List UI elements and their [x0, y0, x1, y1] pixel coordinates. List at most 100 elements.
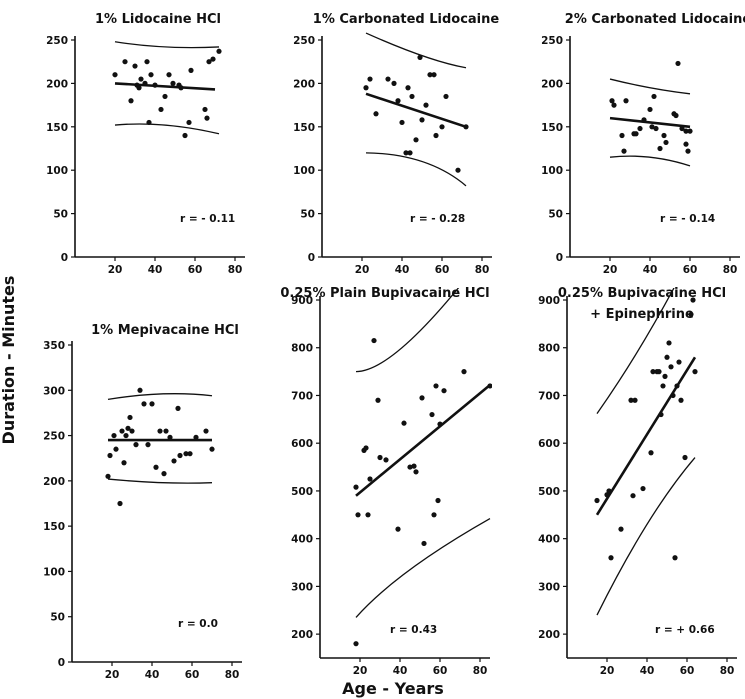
data-point: [133, 442, 139, 448]
data-point: [419, 117, 425, 123]
panel-1: 1% Lidocaine HCl 0 50 100 150 200 250 20 40 60 80 r…: [46, 12, 245, 276]
data-point: [132, 63, 138, 69]
data-point: [656, 369, 662, 375]
data-point: [405, 85, 411, 91]
data-point: [637, 125, 643, 132]
y-tick-label: 100: [541, 165, 563, 177]
panel-5: 0.25% Plain Bupivacaine HCl 200 300 400 500 6…: [280, 286, 492, 677]
x-tick-label: 60: [185, 669, 200, 681]
data-point: [433, 383, 439, 389]
y-tick-label: 0: [556, 252, 563, 264]
data-point: [166, 72, 172, 78]
data-point: [203, 428, 209, 434]
data-point: [682, 454, 688, 461]
upper-confidence-curve: [107, 393, 213, 400]
data-point: [688, 311, 694, 317]
data-point: [668, 364, 674, 370]
data-point: [632, 397, 638, 403]
y-tick-label: 150: [293, 122, 315, 134]
data-point: [377, 454, 383, 461]
y-tick-label: 400: [538, 534, 560, 546]
panel-2: 1% Carbonated Lidocaine 0 50 100 150 200 250 20…: [293, 12, 499, 276]
y-tick-label: 50: [50, 612, 65, 624]
data-point: [129, 428, 135, 434]
data-point: [167, 434, 173, 440]
data-point: [128, 98, 134, 104]
x-tick-label: 40: [145, 669, 160, 681]
regression-line: [114, 82, 216, 91]
data-point: [611, 102, 617, 108]
data-point: [121, 460, 127, 466]
lower-confidence-curve: [365, 152, 467, 187]
data-point: [153, 464, 159, 470]
x-tick-label: 60: [188, 264, 203, 276]
y-tick-label: 500: [538, 486, 560, 498]
lower-confidence-curve: [596, 457, 696, 616]
data-point: [193, 434, 199, 440]
data-point: [427, 72, 433, 78]
data-point: [664, 354, 670, 360]
y-tick-label: 200: [291, 629, 313, 641]
lower-confidence-curve: [107, 478, 213, 484]
data-point: [175, 405, 181, 411]
data-point: [683, 128, 689, 134]
upper-confidence-curve: [114, 41, 220, 49]
y-tick-label: 500: [291, 486, 313, 498]
data-point: [177, 452, 183, 459]
data-point: [136, 85, 142, 91]
data-point: [170, 80, 176, 86]
data-point: [119, 428, 125, 434]
data-point: [660, 383, 666, 389]
plot-area: [105, 387, 215, 507]
data-point: [443, 93, 449, 100]
data-point: [403, 150, 409, 156]
data-point: [431, 512, 437, 518]
data-point: [409, 93, 415, 100]
y-tick-label: 0: [308, 252, 315, 264]
data-point: [385, 76, 391, 82]
data-point: [463, 124, 469, 130]
data-point: [353, 641, 359, 647]
data-point: [395, 526, 401, 532]
y-tick-label: 300: [43, 385, 65, 397]
data-point: [685, 148, 691, 154]
x-tick-label: 60: [680, 665, 695, 677]
data-point: [487, 383, 492, 389]
data-point: [670, 392, 676, 399]
data-point: [146, 119, 152, 126]
y-tick-label: 700: [538, 390, 560, 402]
data-point: [373, 111, 379, 117]
upper-confidence-curve: [596, 288, 675, 414]
data-point: [142, 80, 148, 86]
data-point: [202, 106, 208, 113]
y-tick-label: 250: [293, 35, 315, 47]
y-tick-label: 350: [43, 340, 65, 352]
y-tick-label: 800: [291, 343, 313, 355]
data-point: [401, 420, 407, 426]
data-point: [383, 457, 389, 463]
x-tick-label: 40: [643, 264, 658, 276]
data-point: [182, 132, 188, 139]
data-point: [663, 139, 669, 146]
data-point: [609, 98, 615, 104]
data-point: [365, 512, 371, 518]
x-tick-label: 40: [148, 264, 163, 276]
regression-line: [355, 383, 491, 497]
y-tick-label: 250: [46, 35, 68, 47]
x-tick-label: 20: [108, 264, 123, 276]
data-point: [407, 464, 413, 470]
data-point: [148, 72, 154, 78]
regression-line: [609, 116, 691, 129]
data-point: [608, 555, 614, 561]
y-tick-label: 300: [291, 581, 313, 593]
data-point: [210, 56, 216, 62]
panel-6: 0.25% Bupivacaine HCl + Epinephrine 200 300…: [538, 286, 737, 677]
y-tick-label: 250: [43, 431, 65, 443]
data-point: [683, 141, 689, 147]
data-point: [628, 397, 634, 403]
y-tick-label: 900: [291, 295, 313, 307]
data-point: [163, 428, 169, 434]
data-point: [188, 67, 194, 73]
correlation-label: r = - 0.14: [660, 213, 715, 225]
